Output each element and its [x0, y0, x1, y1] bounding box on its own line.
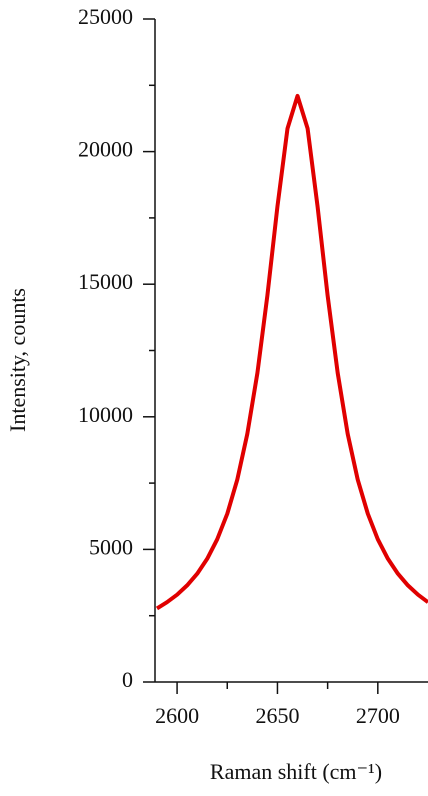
y-tick-label: 15000	[78, 269, 133, 294]
y-tick-label: 10000	[78, 402, 133, 427]
x-tick-label: 2650	[255, 703, 299, 728]
y-tick-label: 0	[122, 667, 133, 692]
y-tick-label: 5000	[89, 534, 133, 559]
y-tick-label: 20000	[78, 137, 133, 162]
y-axis-title: Intensity, counts	[5, 288, 30, 432]
y-tick-label: 25000	[78, 4, 133, 29]
x-axis-title: Raman shift (cm⁻¹)	[210, 759, 382, 784]
x-tick-label: 2700	[356, 703, 400, 728]
data-line	[155, 93, 428, 611]
x-tick-label: 2600	[155, 703, 199, 728]
